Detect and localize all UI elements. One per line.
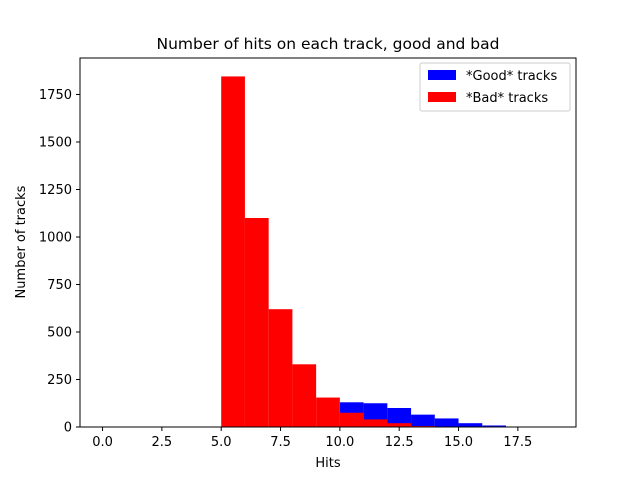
bar-good-13 <box>411 414 435 427</box>
x-tick-label: 15.0 <box>444 435 473 450</box>
bars-layer <box>221 76 506 427</box>
y-tick-label: 500 <box>47 325 72 340</box>
x-axis: 0.0 2.5 5.0 7.5 10.0 12.5 15.0 17.5 <box>92 427 532 450</box>
legend-swatch-bad <box>428 92 456 102</box>
bar-bad-6 <box>244 217 269 427</box>
x-tick-label: 12.5 <box>385 435 414 450</box>
bar-good-15 <box>458 423 483 427</box>
y-tick-label: 1500 <box>39 135 72 150</box>
chart-title: Number of hits on each track, good and b… <box>157 35 500 53</box>
x-tick-label: 0.0 <box>92 435 113 450</box>
y-tick-label: 1000 <box>39 230 72 245</box>
bar-good-14 <box>434 418 459 427</box>
y-axis-label: Number of tracks <box>14 185 29 298</box>
y-tick-label: 1750 <box>39 88 72 103</box>
x-tick-label: 5.0 <box>211 435 232 450</box>
bar-bad-7 <box>268 309 293 427</box>
x-tick-label: 10.0 <box>325 435 354 450</box>
bar-good-12 <box>387 407 412 427</box>
x-tick-label: 17.5 <box>503 435 532 450</box>
bar-bad-9 <box>316 397 340 427</box>
x-axis-label: Hits <box>315 456 340 471</box>
x-tick-label: 2.5 <box>152 435 173 450</box>
bar-bad-11 <box>363 419 388 427</box>
plot-frame <box>79 57 577 428</box>
legend-label-good: *Good* tracks <box>466 69 557 84</box>
bar-bad-5 <box>221 76 245 427</box>
bar-good-16 <box>482 425 506 427</box>
y-tick-label: 750 <box>47 278 72 293</box>
bar-bad-10 <box>339 412 364 427</box>
legend: *Good* tracks *Bad* tracks <box>419 62 571 112</box>
y-axis: 0 250 500 750 1000 1250 1500 1750 <box>39 88 80 436</box>
legend-swatch-good <box>428 70 456 80</box>
legend-label-bad: *Bad* tracks <box>466 91 548 106</box>
x-tick-label: 7.5 <box>270 435 291 450</box>
y-tick-label: 1250 <box>39 183 72 198</box>
legend-box <box>419 62 571 112</box>
bar-bad-8 <box>292 364 317 427</box>
y-tick-label: 0 <box>64 421 72 436</box>
y-tick-label: 250 <box>47 373 72 388</box>
bar-bad-12 <box>387 423 412 427</box>
